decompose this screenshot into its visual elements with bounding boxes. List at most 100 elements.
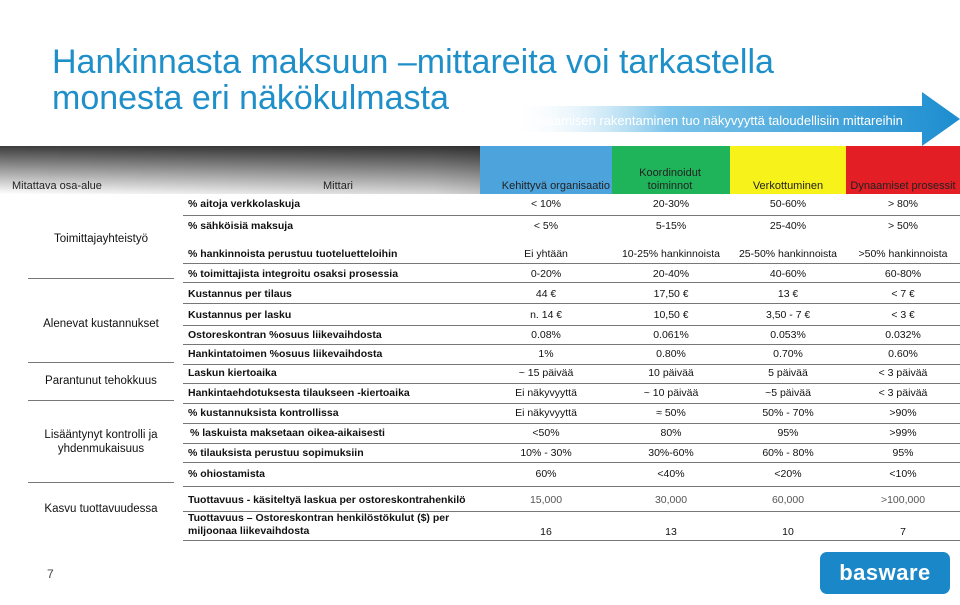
header-color-coordinated [612, 146, 730, 194]
value-dynamic: >50% hankinnoista [858, 248, 948, 260]
header-coordinated: Koordinoidut toiminnot [639, 167, 701, 192]
metric-label: % laskuista maksetaan oikea-aikaisesti [190, 427, 385, 439]
euro-symbol: € [909, 289, 915, 300]
value-coordinated: 0.80% [656, 348, 686, 360]
value-text: 17,50 [653, 288, 680, 300]
row-divider [183, 325, 960, 326]
value-networking: 60% - 80% [762, 447, 814, 459]
value-developing: < 5% [533, 220, 559, 232]
group-efficiency: Parantunut tehokkuus [45, 375, 157, 387]
group-divider [28, 362, 174, 363]
value-networking: 25-50% hankinnoista [738, 248, 838, 260]
euro-symbol: € [792, 289, 799, 300]
header-color-dynamic [846, 146, 960, 194]
header-area: Mitattava osa-alue [12, 180, 102, 192]
value-networking: 13 € [730, 288, 846, 300]
row-divider [183, 423, 960, 424]
euro-symbol: € [550, 289, 557, 300]
value-developing: 0.08% [531, 329, 561, 341]
value-networking: 0.70% [773, 348, 803, 360]
value-dynamic: < 3 € [846, 309, 960, 321]
row-divider [183, 364, 960, 365]
value-coordinated: 0.061% [653, 329, 689, 341]
value-text: 10,50 [653, 309, 680, 321]
row-divider [183, 403, 960, 404]
value-developing: ~ 15 päivää [518, 367, 574, 379]
row-divider [183, 282, 960, 283]
metric-label: % hankinnoista perustuu tuoteluetteloihi… [188, 248, 398, 260]
page-number: 7 [47, 567, 54, 581]
value-developing: 44 € [480, 288, 612, 300]
value-text: < 7 [891, 288, 907, 300]
value-developing: 1% [538, 348, 554, 360]
value-networking: 3,50 - 7 € [730, 309, 846, 321]
value-developing: Ei yhtään [524, 248, 568, 260]
value-developing: n. 14 € [480, 309, 612, 321]
euro-symbol: € [804, 310, 811, 321]
group-lower-costs: Alenevat kustannukset [43, 318, 159, 330]
metric-label: % tilauksista perustuu sopimuksiin [188, 447, 364, 459]
value-coordinated: ~ 10 päivää [643, 387, 699, 399]
metric-label: Hankintatoimen %osuus liikevaihdosta [188, 348, 383, 360]
group-divider [28, 400, 174, 401]
value-dynamic: > 50% [887, 220, 919, 232]
value-networking: 10 [782, 526, 794, 538]
value-coordinated: 80% [660, 427, 682, 439]
value-networking: 50-60% [769, 198, 807, 210]
metric-label: Hankintaehdotuksesta tilaukseen -kiertoa… [188, 387, 410, 399]
value-coordinated: 10 päivää [648, 367, 694, 379]
group-supplier-cooperation: Toimittajayhteistyö [54, 233, 148, 245]
row-divider [183, 443, 960, 444]
value-dynamic: 60-80% [884, 268, 922, 280]
row-divider [183, 215, 960, 216]
value-developing: 60% [535, 468, 557, 480]
value-coordinated: 20-40% [652, 268, 690, 280]
value-developing: Ei näkyvyyttä [515, 407, 577, 419]
value-dynamic: > 80% [887, 198, 919, 210]
value-text: n. 14 [530, 309, 554, 321]
euro-symbol: € [682, 310, 689, 321]
value-developing: 16 [540, 526, 552, 538]
row-divider [183, 540, 960, 541]
value-networking: 95% [777, 427, 799, 439]
row-divider [183, 511, 960, 512]
row-divider [183, 344, 960, 345]
metric-label: % ohiostamista [188, 468, 266, 480]
metric-label: Kustannus per lasku [188, 309, 292, 321]
header-networking: Verkottuminen [752, 180, 824, 192]
row-divider [183, 263, 960, 264]
row-divider [183, 383, 960, 384]
value-developing: <50% [532, 427, 560, 439]
metric-label: % toimittajista integroitu osaksi proses… [188, 268, 399, 280]
arrow-banner-text: Osaamisen rakentaminen tuo näkyvyyttä ta… [530, 113, 903, 128]
header-dynamic: Dynaamiset prosessit [850, 180, 956, 192]
header-background [0, 146, 960, 194]
value-dynamic: 7 [900, 526, 906, 538]
header-metric: Mittari [323, 180, 353, 192]
value-text: 44 [535, 288, 548, 300]
value-dynamic: < 3 päivää [878, 387, 928, 399]
value-coordinated: 5-15% [655, 220, 687, 232]
row-divider [183, 462, 960, 463]
value-coordinated: <40% [657, 468, 685, 480]
metric-label: % aitoja verkkolaskuja [188, 198, 301, 210]
value-coordinated: 30,000 [654, 494, 688, 506]
metric-label: Laskun kiertoaika [188, 367, 277, 379]
value-text: 13 [777, 288, 790, 300]
value-dynamic: >99% [889, 427, 917, 439]
header-color-networking [730, 146, 846, 194]
metric-label: Ostoreskontran %osuus liikevaihdosta [188, 329, 382, 341]
value-coordinated: 10,50 € [612, 309, 730, 321]
value-networking: ~5 päivää [765, 387, 811, 399]
value-networking: 40-60% [769, 268, 807, 280]
value-networking: <20% [774, 468, 802, 480]
value-dynamic: 0.032% [885, 329, 921, 341]
group-divider [28, 482, 174, 483]
value-networking: 60,000 [771, 494, 805, 506]
value-networking: 50% - 70% [762, 407, 814, 419]
value-developing: 0-20% [530, 268, 562, 280]
value-text: < 3 [891, 309, 907, 321]
metric-label: % sähköisiä maksuja [188, 220, 294, 232]
value-coordinated: 17,50 € [612, 288, 730, 300]
